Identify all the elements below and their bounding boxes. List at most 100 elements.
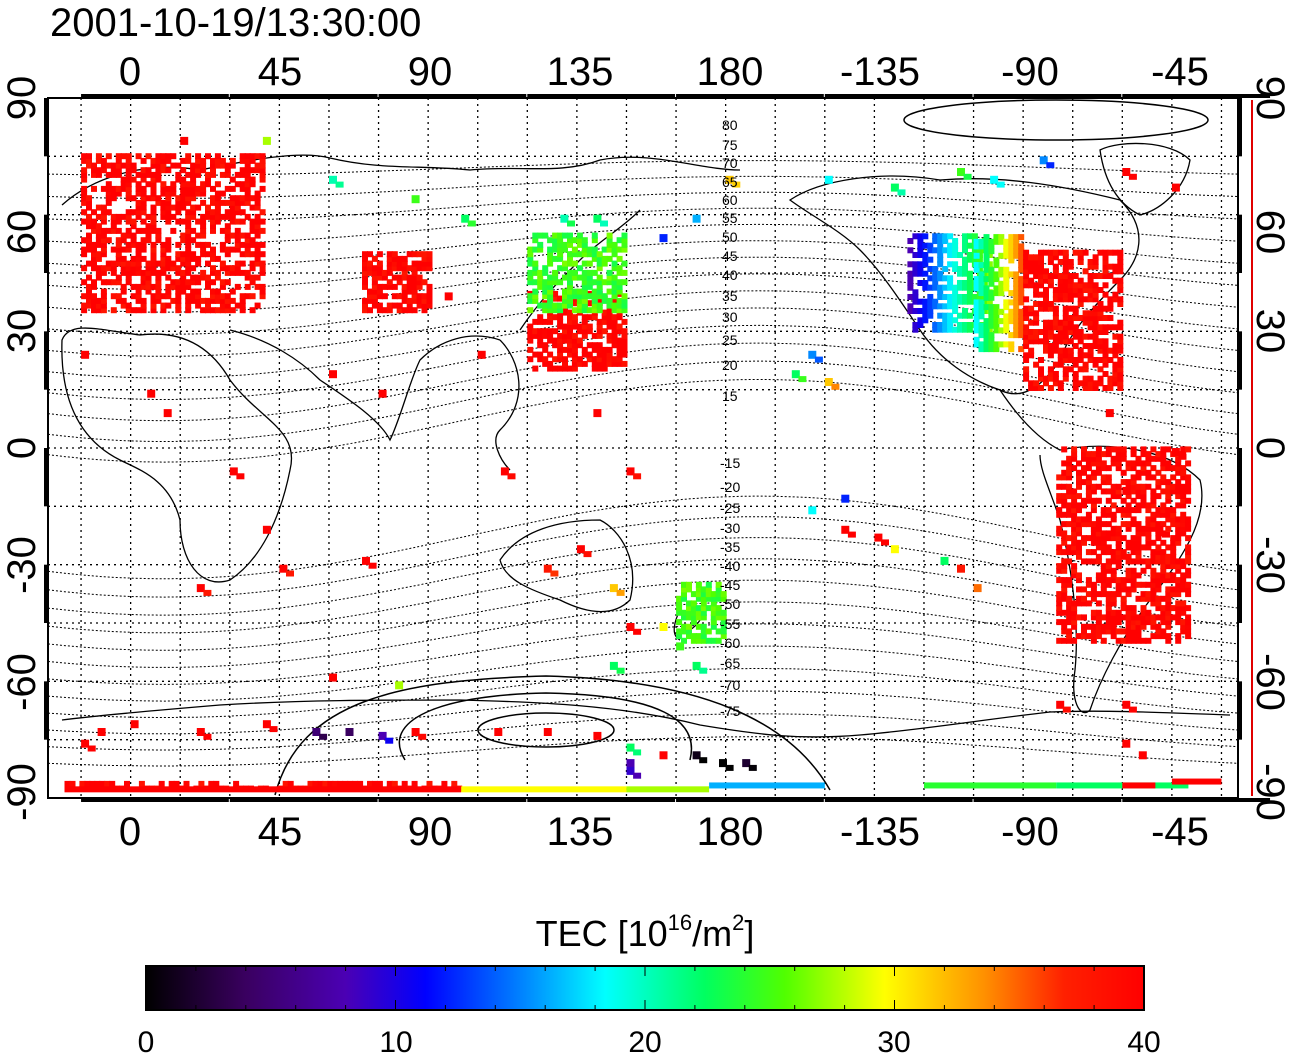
tec-cell [1130,581,1137,588]
tec-cell [676,619,683,626]
tec-cell [1160,609,1167,616]
tec-cell [591,297,598,304]
tec-cell [1061,595,1068,602]
tec-cell [1018,322,1025,329]
tec-cell [973,243,980,250]
tec-cell [1100,451,1107,458]
tec-cell [249,176,256,183]
tec-cell [1100,577,1107,584]
tec-cell [259,185,266,192]
tec-cell [1003,313,1010,320]
tec-cell [155,288,162,295]
tec-cell [1165,525,1172,532]
tec-cell [1087,273,1094,279]
tec-cell [537,342,544,349]
tec-cell [95,167,102,174]
tec-cell [1076,595,1082,602]
tec-cell [1130,516,1137,523]
tec-cell [957,312,963,319]
tec-cell [244,153,251,160]
tec-cell [1023,352,1030,359]
tec-cell [1185,488,1192,495]
tec-cell [1140,544,1147,551]
tec-cell [567,314,573,321]
tec-cell [362,283,368,290]
tec-cell [125,227,132,234]
tec-cell [1185,553,1192,560]
tec-cell [1130,451,1137,458]
tec-cell [200,274,207,281]
tec-cell [411,288,418,295]
tec-cell [1023,282,1030,289]
tec-cell [947,233,954,240]
tec-cell [140,302,147,309]
tec-cell [190,279,197,286]
tec-cell [205,241,211,248]
tec-cell [532,332,539,339]
tec-cell [937,256,944,263]
tec-cell [1087,263,1094,270]
tec-cell [681,614,687,621]
tec-cell [1085,511,1092,518]
tec-cell [581,274,588,281]
tec-cell [1120,535,1127,542]
tec-cell [586,314,593,321]
tec-cell [988,308,995,315]
tec-cell [1105,549,1112,556]
tec-cell [1076,516,1082,523]
tec-cell [1081,451,1087,458]
tec-cell [611,337,618,344]
tec-cell [170,162,177,169]
top-axis-bar [81,94,229,98]
tec-cell [214,218,221,225]
tec-cell [229,204,236,211]
magnetic-contour [48,736,1238,767]
tec-cell [210,297,216,304]
tec-cell [259,260,266,267]
tec-cell [362,260,368,267]
tec-cell [244,213,251,220]
tec-cell [1003,280,1010,287]
tec-cell [1066,507,1073,514]
tec-cell [993,308,1000,315]
tec-cell [1076,493,1082,500]
tec-cell [1145,591,1152,598]
top-lon-label: -90 [1001,50,1059,94]
tec-cell [715,637,722,644]
tec-cell [125,274,132,281]
tec-cell [676,628,683,635]
tec-cell [571,351,578,358]
tec-cell [1090,558,1097,565]
tec-cell [1180,581,1187,588]
tec-cell [1105,479,1112,486]
tec-cell [1105,628,1112,635]
right-axis-bar [1238,564,1242,623]
tec-cell [1095,539,1102,546]
tec-cell [150,218,157,225]
tec-cell [591,255,598,262]
tec-cell [1130,460,1137,467]
tec-cell [966,256,973,263]
tec-cell [1013,322,1020,329]
tec-cell [180,260,187,267]
tec-cell [160,204,167,211]
tec-cell [547,260,554,267]
tec-cell [1061,558,1068,565]
tec-cell [562,265,568,272]
tec-cell [1112,263,1119,270]
tec-cell [368,562,377,569]
tec-cell [957,280,963,286]
tec-cell [1071,614,1078,621]
tec-cell [254,162,261,169]
tec-cell [1066,502,1073,509]
tec-cell [659,751,668,760]
tec-cell [922,252,929,258]
tec-cell [1013,243,1020,250]
tec-cell [249,307,256,314]
tec-cell [1057,259,1064,265]
tec-cell [596,360,603,367]
tec-cell [1150,581,1157,588]
tec-cell [621,279,628,286]
tec-cell [1155,549,1162,556]
tec-cell [993,234,1000,241]
